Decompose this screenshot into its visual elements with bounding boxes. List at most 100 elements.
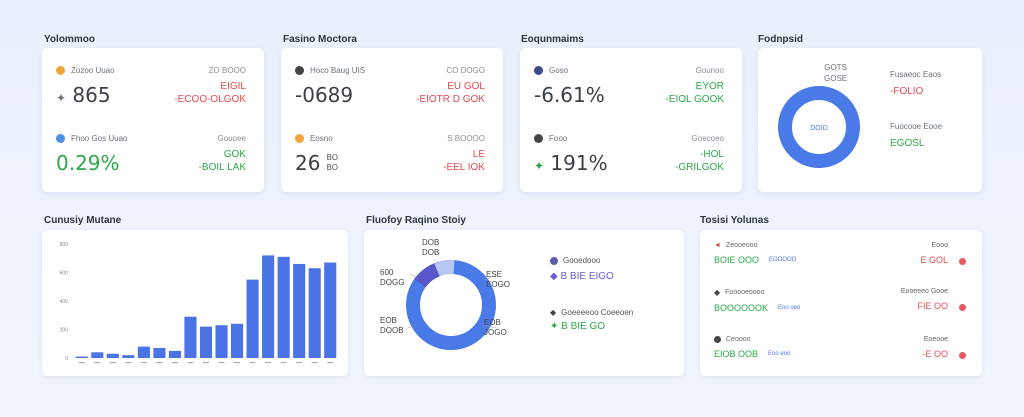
bar[interactable]	[246, 279, 259, 358]
x-tick-label	[280, 362, 287, 364]
row-side-key: Eoeooe	[923, 336, 948, 343]
bar[interactable]	[91, 352, 104, 358]
diamond-icon: ✦	[56, 91, 67, 105]
section-title-7: Tosisi Yolunas	[700, 215, 769, 226]
ring-label-right-top: ESE EOGO	[486, 270, 511, 289]
flag-icon: ◄	[714, 242, 721, 249]
metric-label: Zozoo Uuao	[71, 66, 115, 75]
metric-1: Hoco Baug UIS -0689	[295, 66, 365, 107]
side-value-2: -EIOTR D GOK	[416, 94, 485, 105]
metric-1: Zozoo Uuao ✦ 865	[56, 66, 115, 107]
side-value: EIGIL	[220, 81, 246, 92]
x-tick-label	[249, 362, 256, 364]
metric-number: 191%	[550, 151, 608, 175]
bar[interactable]	[199, 326, 213, 358]
table-row[interactable]: ◄ Zeooeooo BOIE OOO EOOOOO Eooo E GOL	[714, 242, 970, 270]
diamond-icon: ◆	[550, 308, 557, 317]
metric-label: Fooo	[549, 134, 568, 143]
metric-value: ✦ 191%	[534, 151, 608, 175]
bar[interactable]	[277, 256, 290, 358]
row-extra: Eoo eoo	[768, 351, 791, 357]
bar[interactable]	[75, 356, 88, 358]
row-name: Ceoooo	[726, 336, 751, 343]
side-key: Gounoo	[695, 66, 724, 75]
donut-chart: DOID	[778, 86, 860, 168]
x-tick-label	[171, 362, 178, 364]
x-tick-label	[234, 362, 241, 364]
x-tick-label	[265, 362, 272, 364]
table-row[interactable]: ◆ Fooooeoooo BOOOOOOK Eoo oeo Eooeeeo Gooe…	[714, 288, 970, 316]
x-tick-label	[125, 362, 132, 364]
side-key: Gouoee	[217, 134, 246, 143]
donut-top-labels: GOTS GOSE	[824, 63, 848, 83]
row-value-2: EGOSL	[890, 138, 925, 149]
x-tick-label	[203, 362, 209, 364]
ring-segment-light	[434, 259, 455, 277]
y-tick-label: 400	[60, 299, 69, 305]
row-extra: Eoo oeo	[778, 305, 801, 311]
row-value: BOIE OOO	[714, 255, 760, 265]
side-key: CO DOGO	[446, 66, 485, 75]
bar[interactable]	[324, 262, 337, 358]
side-key: Goecoeo	[691, 134, 724, 143]
navy-dot-icon	[534, 66, 543, 75]
bar[interactable]	[122, 355, 135, 358]
side-value-2: -ECOO-OLGOK	[174, 94, 246, 105]
diamond-icon: ◆	[550, 271, 558, 282]
table-row[interactable]: Ceoooo EIOB OOB Eoo eoo Eoeooe -E OO	[714, 336, 970, 364]
side-value-2: -EIOL GOOK	[665, 94, 724, 105]
row-label-1: Fusaeoc Eaos	[890, 70, 942, 79]
bar[interactable]	[308, 268, 321, 358]
row-extra: EOOOOO	[769, 257, 797, 263]
sparkle-icon: ✦	[550, 321, 559, 332]
row-value: EIOB OOB	[714, 349, 759, 359]
bar-chart-card: 0 200 400 600 800	[42, 230, 348, 376]
bar[interactable]	[184, 316, 197, 358]
x-tick-label	[140, 362, 147, 364]
bar[interactable]	[293, 263, 306, 358]
metric-2: Fooo ✦ 191%	[534, 134, 608, 175]
row-side-value: FIE OO	[917, 301, 948, 311]
bar-chart: 0 200 400 600 800	[60, 242, 337, 364]
bar[interactable]	[262, 255, 275, 358]
kpi-card-4: GOTS GOSE DOID Fusaeoc Eaos -FOLIO Fuoco…	[758, 48, 982, 192]
ring-segment-purple	[414, 263, 440, 288]
dark-dot-icon	[534, 134, 543, 143]
section-title-4: Fodnpsid	[758, 34, 803, 45]
side-value: EU GOL	[447, 81, 485, 92]
x-tick-label	[78, 362, 85, 364]
row-label-2: Fuocooe Eooe	[890, 122, 943, 131]
x-tick-label	[187, 362, 194, 364]
metric-label: Goso	[549, 66, 569, 75]
user-icon	[550, 256, 558, 265]
orange-dot-icon	[295, 134, 304, 143]
metric-number: -0689	[295, 83, 354, 107]
metric-number: 0.29%	[56, 151, 120, 175]
row-value: BOOOOOOK	[714, 303, 769, 313]
table-card: ◄ Zeooeooo BOIE OOO EOOOOO Eooo E GOL ◆ Fooo…	[700, 230, 982, 376]
row-side-value: -E OO	[922, 349, 948, 359]
y-tick-label: 600	[60, 271, 69, 277]
bar[interactable]	[168, 350, 181, 358]
bar[interactable]	[231, 323, 244, 358]
metric-number: 865	[72, 83, 111, 107]
row-name: Fooooeoooo	[725, 289, 765, 296]
bar[interactable]	[106, 353, 119, 358]
bar[interactable]	[137, 346, 150, 358]
ring-legend-2: ◆ Goeeeeoo Coeeoen ✦ B BIE GO	[550, 308, 634, 332]
status-dot	[959, 258, 966, 265]
metric-1-side: Gounoo EYOR -EIOL GOOK	[665, 66, 724, 105]
ring-legend-1: Gooedooo ◆ B BIE EIGO	[550, 256, 614, 282]
row-name: Zeooeooo	[725, 242, 758, 249]
section-title-1: Yolommoo	[44, 34, 95, 45]
side-value: -HOL	[700, 149, 724, 160]
bar[interactable]	[215, 325, 228, 358]
x-tick-label	[218, 362, 225, 364]
ring-label-left-bottom: EOB DOOB	[380, 316, 404, 335]
side-value: GOK	[223, 149, 246, 160]
y-tick-label: 0	[65, 356, 68, 362]
x-tick-label	[94, 362, 101, 364]
dark-dot-icon	[295, 66, 304, 75]
side-value: EYOR	[695, 81, 724, 92]
bar[interactable]	[153, 348, 166, 358]
